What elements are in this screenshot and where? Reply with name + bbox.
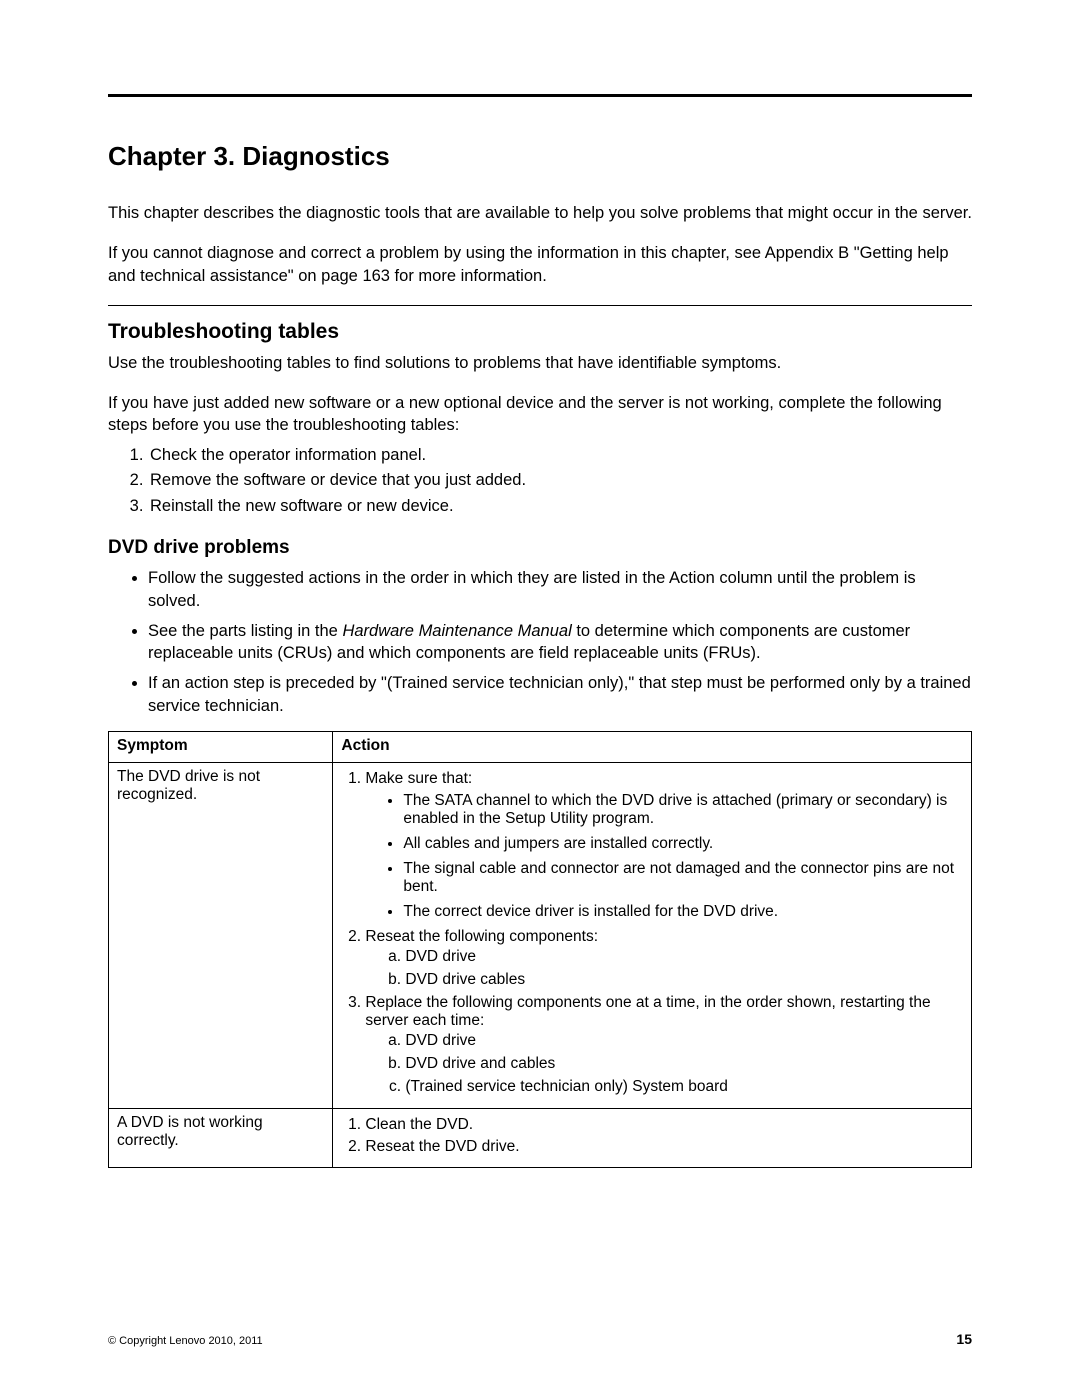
action-step: Clean the DVD. (365, 1116, 963, 1134)
action-cell: Make sure that: The SATA channel to whic… (333, 762, 972, 1108)
step-item: Check the operator information panel. (148, 443, 972, 469)
symptom-cell: A DVD is not working correctly. (109, 1108, 333, 1167)
troubleshooting-table: Symptom Action The DVD drive is not reco… (108, 731, 972, 1168)
section1-para2: If you have just added new software or a… (108, 392, 972, 437)
action-text: Make sure that: (365, 770, 472, 787)
bullet-item: See the parts listing in the Hardware Ma… (148, 620, 972, 665)
action-text: Replace the following components one at … (365, 994, 930, 1029)
sub-bullet: All cables and jumpers are installed cor… (403, 835, 963, 853)
intro-paragraph-2: If you cannot diagnose and correct a pro… (108, 242, 972, 287)
action-step: Replace the following components one at … (365, 994, 963, 1096)
alpha-item: DVD drive (405, 948, 963, 966)
sub-bullet: The SATA channel to which the DVD drive … (403, 792, 963, 828)
sub-bullet: The correct device driver is installed f… (403, 903, 963, 921)
page-number: 15 (956, 1331, 972, 1347)
section1-para1: Use the troubleshooting tables to find s… (108, 352, 972, 374)
section-rule (108, 305, 972, 306)
section-troubleshooting-title: Troubleshooting tables (108, 320, 972, 344)
copyright-text: © Copyright Lenovo 2010, 2011 (108, 1335, 263, 1347)
section1-steps: Check the operator information panel. Re… (108, 443, 972, 520)
action-step: Reseat the DVD drive. (365, 1138, 963, 1156)
bullet-item: Follow the suggested actions in the orde… (148, 567, 972, 612)
table-row: The DVD drive is not recognized. Make su… (109, 762, 972, 1108)
action-text: Reseat the following components: (365, 928, 598, 945)
step-item: Reinstall the new software or new device… (148, 494, 972, 520)
chapter-title: Chapter 3. Diagnostics (108, 141, 972, 172)
alpha-item: DVD drive (405, 1032, 963, 1050)
page-footer: © Copyright Lenovo 2010, 2011 15 (108, 1331, 972, 1347)
action-cell: Clean the DVD. Reseat the DVD drive. (333, 1108, 972, 1167)
bullet-item: If an action step is preceded by "(Train… (148, 672, 972, 717)
action-step: Make sure that: The SATA channel to whic… (365, 770, 963, 921)
sub-bullet: The signal cable and connector are not d… (403, 860, 963, 896)
action-step: Reseat the following components: DVD dri… (365, 928, 963, 989)
alpha-item: (Trained service technician only) System… (405, 1078, 963, 1096)
document-page: Chapter 3. Diagnostics This chapter desc… (0, 0, 1080, 1168)
header-symptom: Symptom (109, 731, 333, 762)
alpha-item: DVD drive and cables (405, 1055, 963, 1073)
section-dvd-title: DVD drive problems (108, 537, 972, 559)
top-rule (108, 94, 972, 97)
table-row: A DVD is not working correctly. Clean th… (109, 1108, 972, 1167)
alpha-item: DVD drive cables (405, 971, 963, 989)
step-item: Remove the software or device that you j… (148, 468, 972, 494)
intro-paragraph-1: This chapter describes the diagnostic to… (108, 202, 972, 224)
symptom-cell: The DVD drive is not recognized. (109, 762, 333, 1108)
header-action: Action (333, 731, 972, 762)
section2-bullets: Follow the suggested actions in the orde… (108, 567, 972, 717)
table-header-row: Symptom Action (109, 731, 972, 762)
